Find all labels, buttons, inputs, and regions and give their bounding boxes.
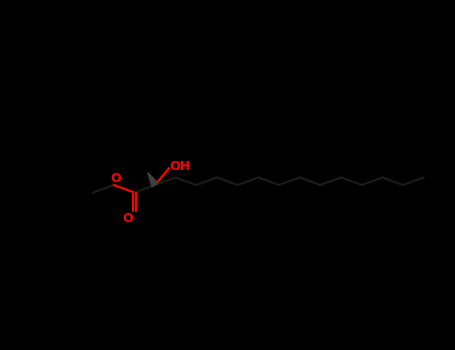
Polygon shape xyxy=(148,173,158,187)
Text: OH: OH xyxy=(170,160,191,173)
Text: O: O xyxy=(122,212,133,225)
Text: O: O xyxy=(111,172,121,184)
